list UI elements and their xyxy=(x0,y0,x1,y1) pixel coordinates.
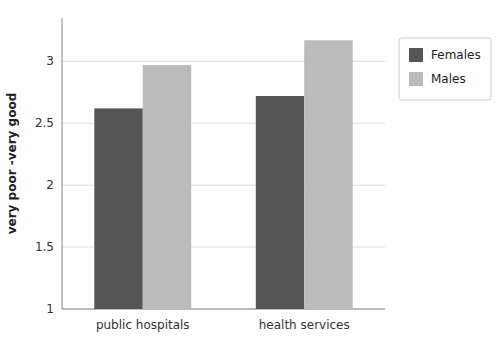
y-tick-label: 2.5 xyxy=(35,116,54,130)
legend-swatch xyxy=(409,72,423,86)
bar xyxy=(256,96,304,309)
legend-label: Males xyxy=(431,72,466,86)
legend-label: Females xyxy=(431,48,481,62)
background xyxy=(0,0,500,349)
y-tick-label: 2 xyxy=(46,178,54,192)
legend-swatch xyxy=(409,48,423,62)
bar xyxy=(143,65,191,309)
x-tick-label: public hospitals xyxy=(96,318,190,332)
bars xyxy=(94,40,352,309)
bar xyxy=(94,108,142,309)
x-tick-label: health services xyxy=(259,318,350,332)
y-tick-label: 3 xyxy=(46,54,54,68)
chart: 1 1.5 2 2.5 3 public hospitals health services… xyxy=(0,0,500,349)
y-axis-line xyxy=(62,18,63,309)
y-tick-label: 1 xyxy=(46,302,54,316)
y-tick-label: 1.5 xyxy=(35,240,54,254)
y-axis-label: very poor -very good xyxy=(5,93,19,235)
bar xyxy=(304,40,352,309)
legend: Females Males xyxy=(399,38,491,100)
legend-frame xyxy=(399,38,491,100)
